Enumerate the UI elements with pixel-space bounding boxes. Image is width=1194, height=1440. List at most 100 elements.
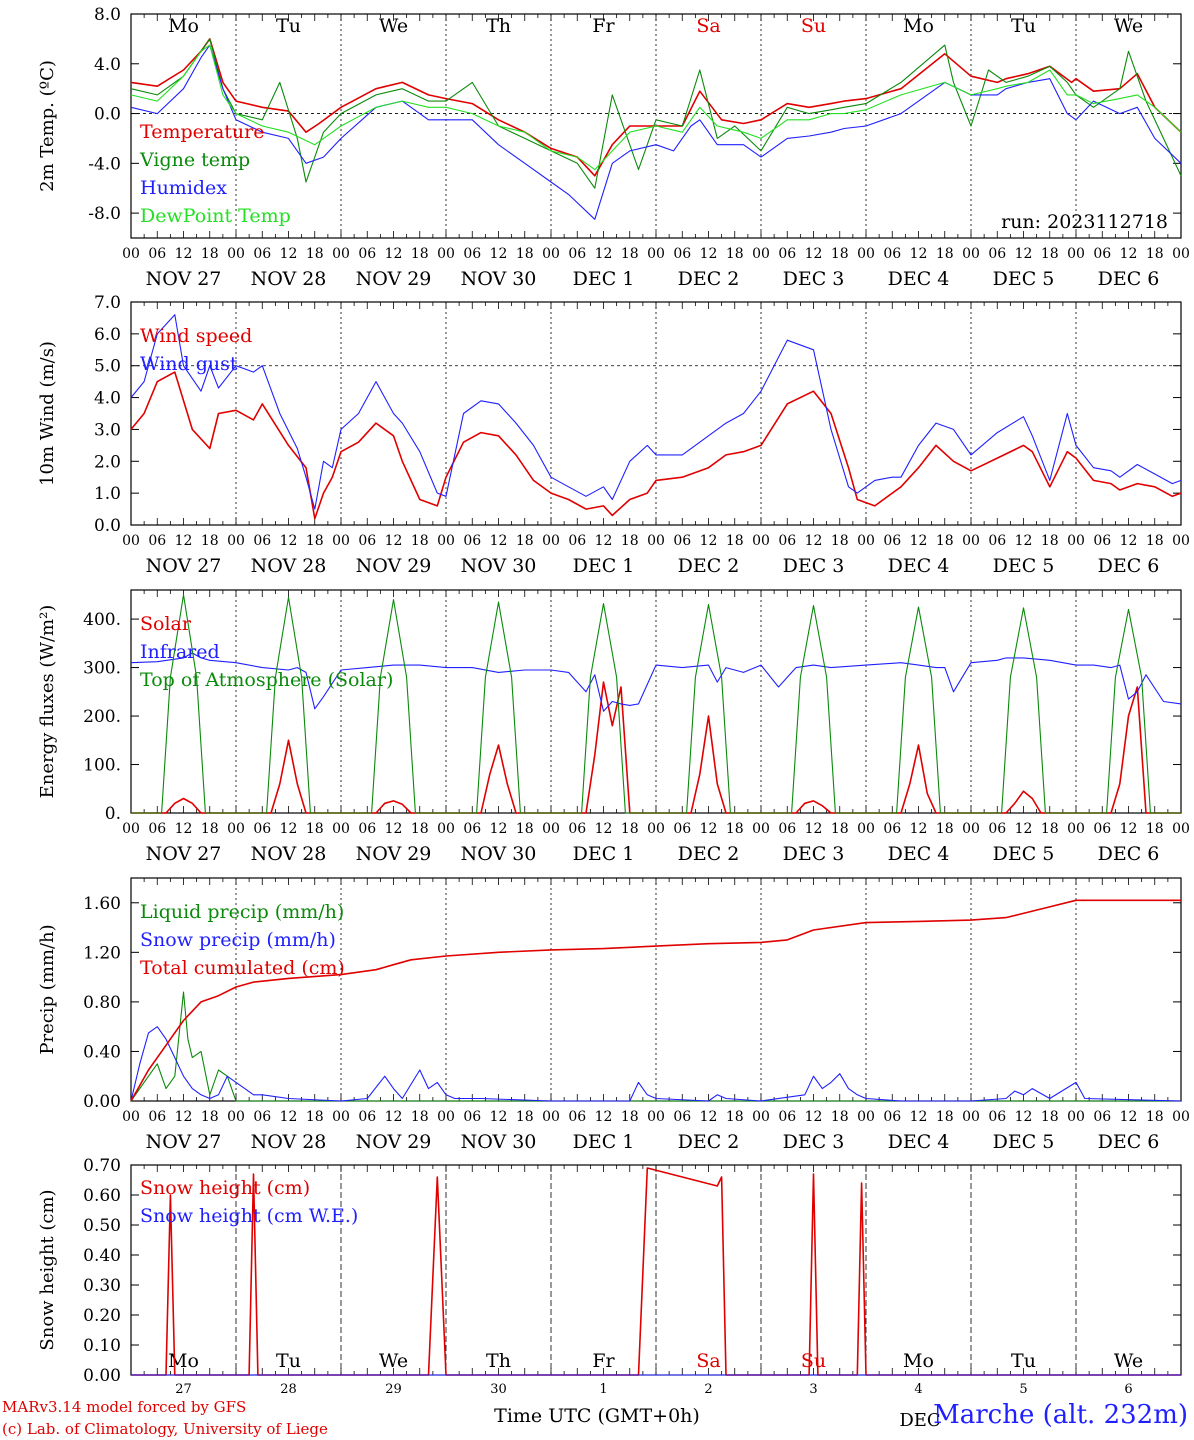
date-label: DEC 4 <box>888 268 950 290</box>
weekday-label: Tu <box>276 15 301 37</box>
date-label: NOV 30 <box>461 843 537 865</box>
date-label: DEC 6 <box>1098 555 1160 577</box>
date-label: DEC 5 <box>993 843 1055 865</box>
hour-label: 18 <box>936 821 954 837</box>
y-tick-label: 0. <box>105 804 121 824</box>
hour-label: 18 <box>201 821 219 837</box>
date-label: NOV 30 <box>461 268 537 290</box>
hour-label: 00 <box>332 246 350 262</box>
hour-label: 18 <box>516 533 534 549</box>
hour-label: 00 <box>122 246 140 262</box>
hour-label: 18 <box>831 1109 849 1125</box>
weekday-label: We <box>1114 1350 1143 1372</box>
hour-label: 12 <box>910 1109 928 1125</box>
hour-label: 12 <box>385 533 403 549</box>
hour-label: 18 <box>831 533 849 549</box>
weekday-label: Th <box>486 1350 511 1372</box>
series-line <box>130 652 1182 712</box>
series-line <box>130 371 1182 520</box>
hour-label: 00 <box>437 246 455 262</box>
hour-label: 00 <box>647 821 665 837</box>
hour-label: 00 <box>857 821 875 837</box>
y-tick-label: 200. <box>83 707 121 727</box>
hour-label: 18 <box>1041 821 1059 837</box>
y-tick-label: 0.20 <box>83 1306 121 1326</box>
y-tick-label: 1.20 <box>83 943 121 963</box>
hour-label: 06 <box>778 246 796 262</box>
hour-label: 00 <box>1067 533 1085 549</box>
hour-label: 06 <box>253 821 271 837</box>
hour-label: 18 <box>621 821 639 837</box>
date-label: DEC 2 <box>678 555 740 577</box>
weekday-label: We <box>379 1350 408 1372</box>
hour-label: 12 <box>910 533 928 549</box>
hour-label: 12 <box>385 821 403 837</box>
date-label: DEC 1 <box>573 268 635 290</box>
hour-label: 18 <box>306 246 324 262</box>
hour-label: 12 <box>175 821 193 837</box>
hour-label: 12 <box>700 533 718 549</box>
date-label: DEC 4 <box>888 555 950 577</box>
y-axis-label: Precip (mm/h) <box>37 924 58 1054</box>
hour-label: 18 <box>411 533 429 549</box>
weekday-label: Tu <box>276 1350 301 1372</box>
hour-label: 18 <box>201 246 219 262</box>
hour-label: 18 <box>1146 1109 1164 1125</box>
weekday-label: Mo <box>903 15 934 37</box>
date-label: NOV 27 <box>146 555 222 577</box>
credit-model: MARv3.14 model forced by GFS <box>2 1398 247 1416</box>
date-label: NOV 27 <box>146 1131 222 1153</box>
weekday-label: Th <box>486 15 511 37</box>
y-axis-label: 10m Wind (m/s) <box>37 341 58 486</box>
y-tick-label: 8.0 <box>94 5 121 25</box>
hour-label: 18 <box>306 821 324 837</box>
day-number-label: 28 <box>280 1382 297 1397</box>
hour-label: 00 <box>122 821 140 837</box>
hour-label: 12 <box>1120 821 1138 837</box>
hour-label: 06 <box>463 1109 481 1125</box>
y-tick-label: -8.0 <box>88 204 121 224</box>
weekday-label: Tu <box>1011 1350 1036 1372</box>
hour-label: 12 <box>385 1109 403 1125</box>
hour-label: 12 <box>595 821 613 837</box>
hour-label: 18 <box>831 821 849 837</box>
hour-label: 06 <box>883 821 901 837</box>
hour-label: 12 <box>1015 533 1033 549</box>
panel-wind: 0.0 1.0 2.0 3.0 4.0 5.0 6.0 7.0 10m Wind (m/s) 00… <box>37 293 1190 577</box>
weekday-label: We <box>379 15 408 37</box>
hour-label: 18 <box>1146 821 1164 837</box>
day-number-label: 5 <box>1019 1382 1027 1397</box>
credit-lab: (c) Lab. of Climatology, University of L… <box>2 1420 328 1438</box>
hour-label: 18 <box>1041 533 1059 549</box>
hour-label: 12 <box>1120 533 1138 549</box>
hour-label: 00 <box>437 533 455 549</box>
weekday-label: Su <box>801 1350 826 1372</box>
hour-label: 12 <box>280 1109 298 1125</box>
hour-label: 06 <box>568 1109 586 1125</box>
hour-label: 12 <box>490 1109 508 1125</box>
hour-label: 00 <box>437 821 455 837</box>
legend-entry: Infrared <box>140 641 220 663</box>
hour-label: 06 <box>148 533 166 549</box>
day-number-label: 30 <box>490 1382 507 1397</box>
series-line <box>130 44 1182 171</box>
date-label: DEC 2 <box>678 1131 740 1153</box>
hour-label: 06 <box>988 533 1006 549</box>
legend-entry: Solar <box>140 613 192 635</box>
hour-label: 06 <box>1093 821 1111 837</box>
date-label: NOV 29 <box>356 268 432 290</box>
hour-label: 06 <box>883 246 901 262</box>
hour-label: 06 <box>253 533 271 549</box>
panel-temp: -8.0 -4.0 0.0 4.0 8.0 2m Temp. (ºC) 00 06 12 18 NO… <box>37 5 1190 290</box>
hour-label: 00 <box>227 533 245 549</box>
hour-label: 18 <box>1146 246 1164 262</box>
hour-label: 12 <box>490 821 508 837</box>
run-label: run: 2023112718 <box>1001 211 1168 233</box>
hour-label: 18 <box>201 533 219 549</box>
panel-precip: 0.00 0.40 0.80 1.20 1.60 Precip (mm/h) 00 06 12 1… <box>37 877 1190 1153</box>
date-label: NOV 30 <box>461 555 537 577</box>
weekday-label: Fr <box>592 1350 615 1372</box>
y-tick-label: 1.60 <box>83 894 121 914</box>
hour-label: 00 <box>542 533 560 549</box>
